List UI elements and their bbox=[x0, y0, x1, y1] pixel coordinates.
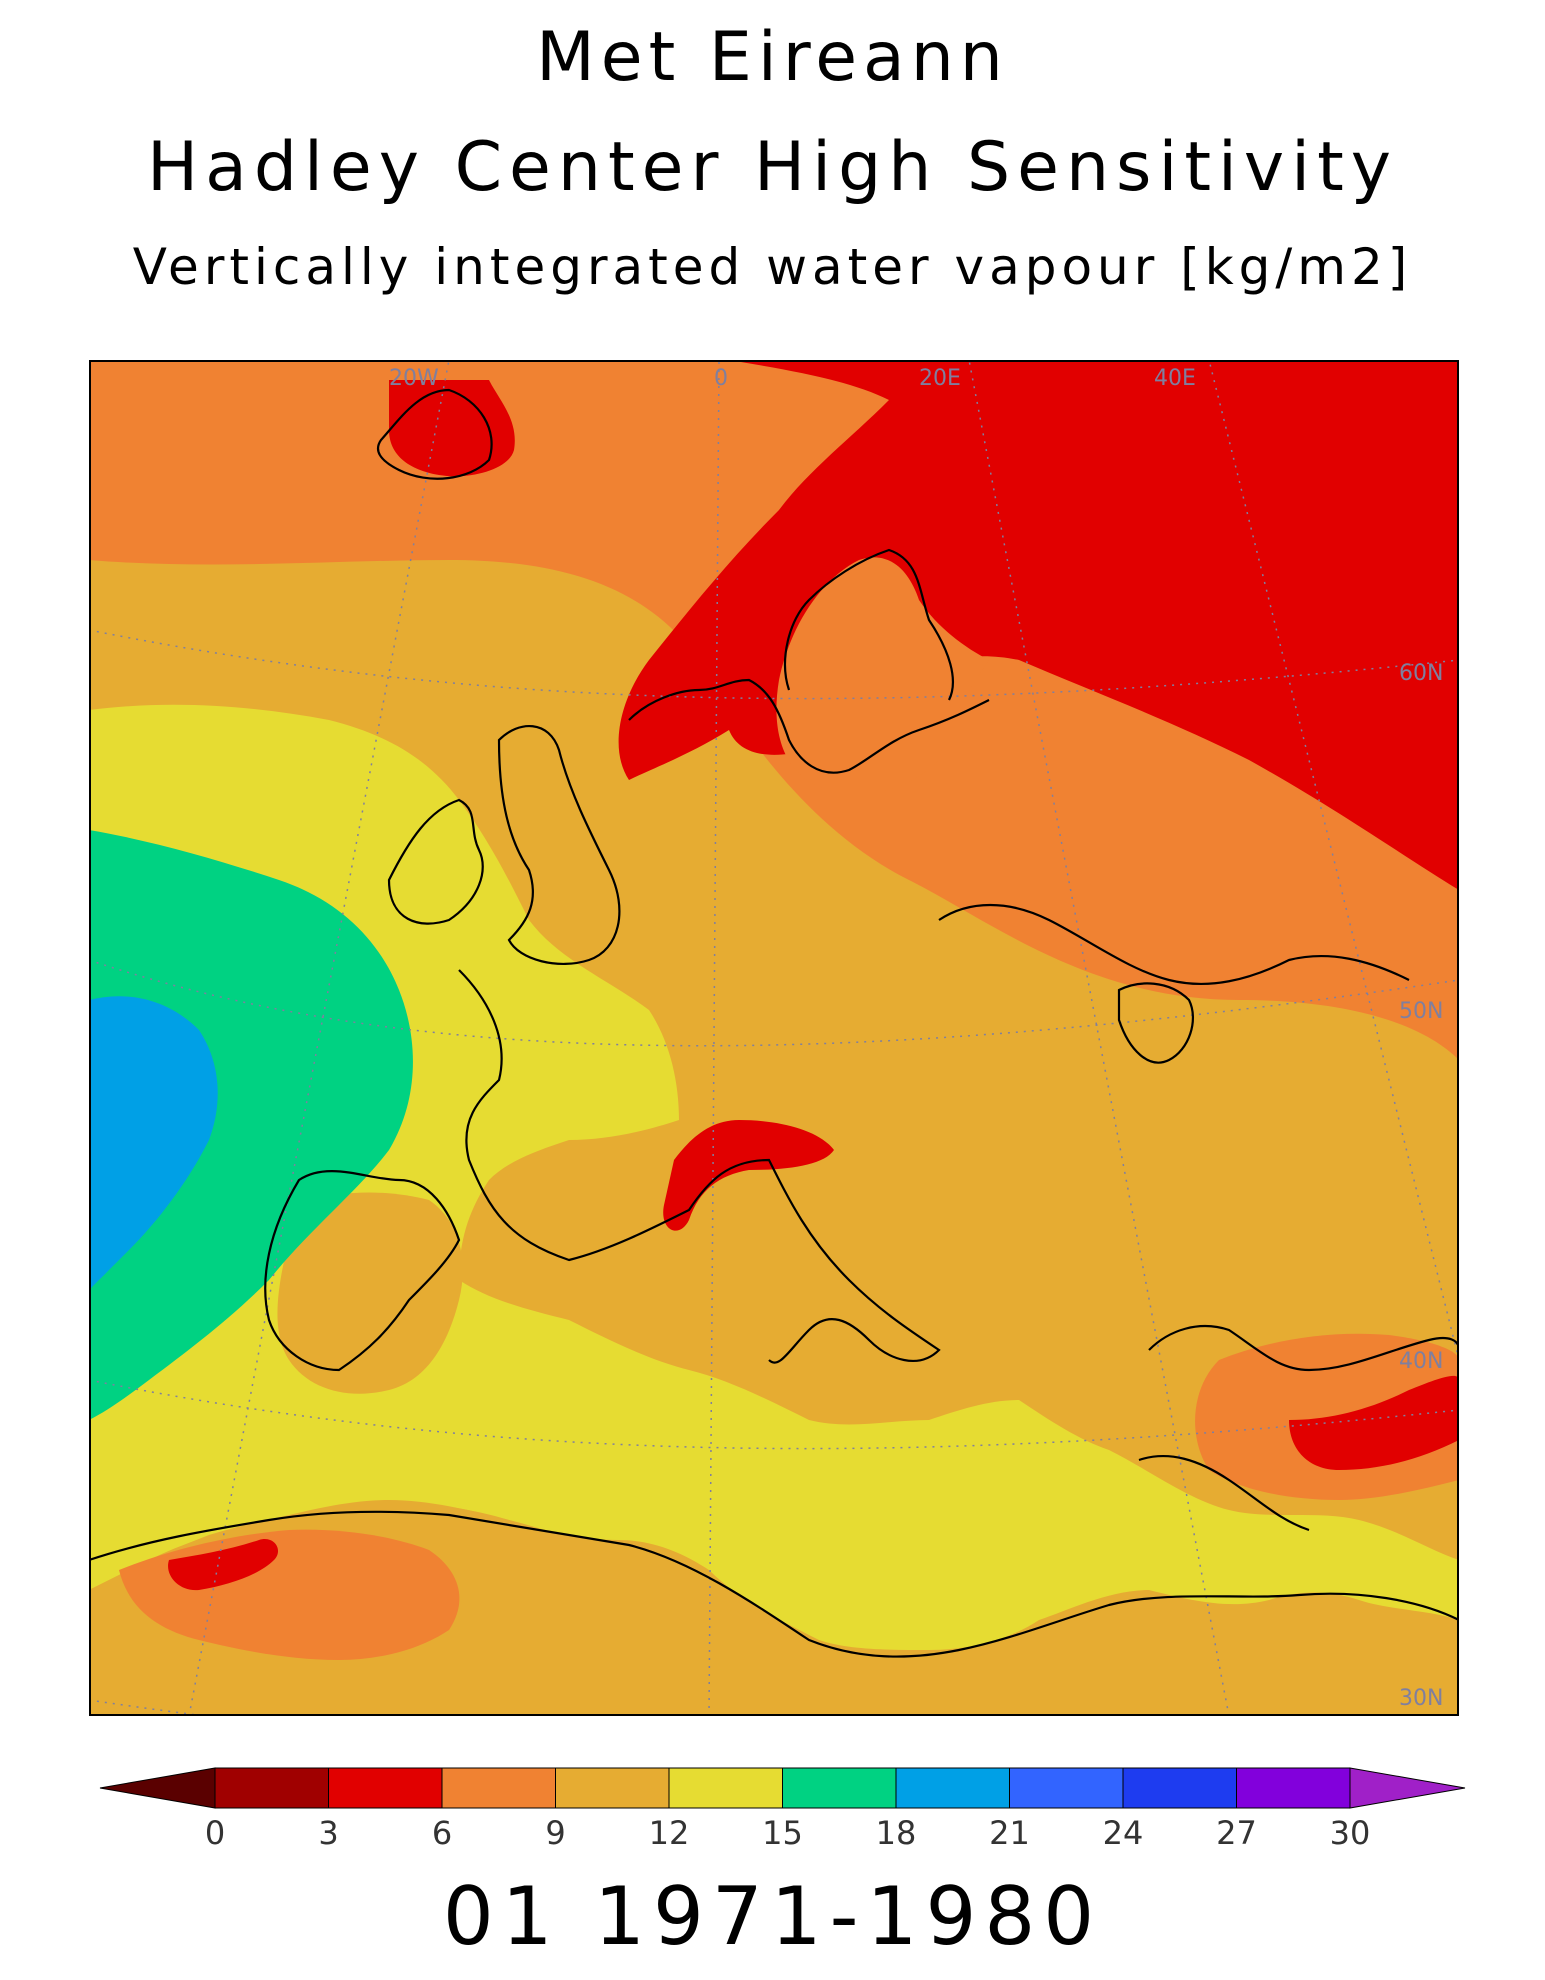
colorbar-bin bbox=[555, 1767, 670, 1809]
lon-label: 20W bbox=[389, 366, 439, 391]
lon-label: 20E bbox=[919, 366, 961, 391]
field-band-18-21-atlantic bbox=[89, 996, 218, 1290]
colorbar-tick-label: 27 bbox=[1216, 1814, 1257, 1852]
water-vapour-map: 20W 0 20E 40E 60N 50N 40N 30N bbox=[89, 360, 1459, 1716]
field-band-3-6-turkey bbox=[1289, 1375, 1459, 1470]
lat-label: 50N bbox=[1399, 999, 1443, 1024]
map-frame bbox=[89, 360, 1459, 1716]
field-band-3-6-iceland bbox=[389, 380, 515, 477]
colorbar-bin bbox=[782, 1767, 897, 1809]
field-band-15-18-atlantic bbox=[89, 830, 413, 1420]
colorbar-bin bbox=[668, 1767, 783, 1809]
colorbar-tick-label: 15 bbox=[762, 1814, 803, 1852]
coastlines bbox=[89, 388, 1459, 1658]
title-variable: Vertically integrated water vapour [kg/m… bbox=[132, 238, 1413, 296]
colorbar-bin bbox=[1122, 1767, 1237, 1809]
colorbar-tick-label: 9 bbox=[545, 1814, 565, 1852]
colorbar-bin bbox=[214, 1767, 329, 1809]
title-institution: Met Eireann bbox=[536, 18, 1009, 97]
field-band-3-6-atlas bbox=[168, 1539, 279, 1591]
colorbar-bin bbox=[328, 1767, 443, 1809]
field-band-3-6-alps bbox=[663, 1120, 834, 1231]
colorbar-tick-label: 30 bbox=[1330, 1814, 1371, 1852]
lat-label: 60N bbox=[1399, 661, 1443, 686]
colorbar-tick-label: 6 bbox=[432, 1814, 452, 1852]
colorbar-bin bbox=[441, 1767, 556, 1809]
field-band-12-15-west bbox=[89, 704, 1459, 1716]
colorbar-under-triangle bbox=[99, 1767, 216, 1809]
colorbar: 0 3 6 9 12 15 18 21 24 27 30 bbox=[99, 1767, 1466, 1852]
field-band-9-12-iberia bbox=[277, 1192, 463, 1394]
colorbar-tick-label: 0 bbox=[205, 1814, 225, 1852]
colorbar-tick-label: 24 bbox=[1103, 1814, 1144, 1852]
colorbar-tick-label: 3 bbox=[318, 1814, 338, 1852]
period-label: 01 1971-1980 bbox=[442, 1870, 1103, 1963]
colorbar-tick-label: 21 bbox=[989, 1814, 1030, 1852]
colorbar-over-triangle bbox=[1349, 1767, 1466, 1809]
colorbar-tick-label: 12 bbox=[649, 1814, 690, 1852]
colorbar-bin bbox=[1009, 1767, 1124, 1809]
colorbar-bin bbox=[895, 1767, 1010, 1809]
lat-label: 30N bbox=[1399, 1686, 1443, 1711]
colorbar-tick-label: 18 bbox=[876, 1814, 917, 1852]
title-model: Hadley Center High Sensitivity bbox=[147, 128, 1398, 207]
lon-label: 40E bbox=[1154, 366, 1196, 391]
field-band-6-9-scandinavia bbox=[776, 557, 989, 794]
lon-label: 0 bbox=[714, 366, 728, 391]
colorbar-bin bbox=[1236, 1767, 1351, 1809]
graticule bbox=[89, 360, 1459, 1716]
lat-label: 40N bbox=[1399, 1349, 1443, 1374]
